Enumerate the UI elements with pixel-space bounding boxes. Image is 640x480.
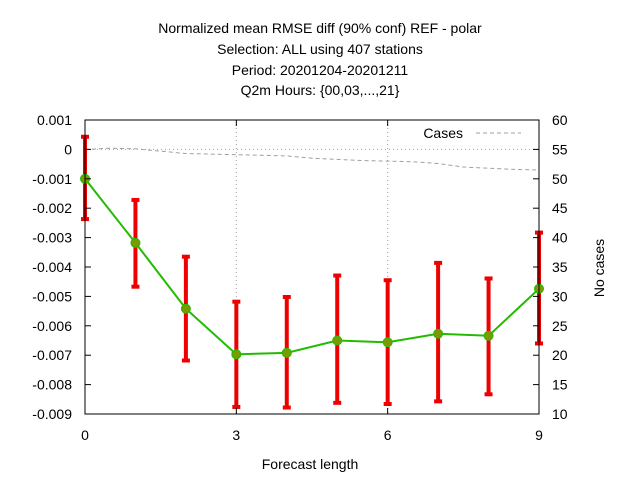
y2-tick-label: 30 [552,288,568,304]
data-point [483,330,494,341]
data-point [382,337,393,348]
chart-title-line-4: Q2m Hours: {00,03,...,21} [240,82,400,98]
cases-line [84,147,540,171]
y2-tick-label: 60 [552,112,568,128]
y-tick-label: -0.003 [32,230,72,246]
y-tick-label: -0.005 [32,288,72,304]
y-tick-label: -0.008 [32,377,72,393]
y-tick-label: -0.001 [32,171,72,187]
y2-tick-label: 35 [552,259,568,275]
y-tick-label: -0.007 [32,347,72,363]
y-tick-label: -0.006 [32,318,72,334]
y2-axis-title: No cases [591,239,607,297]
data-point [433,328,444,339]
x-axis-title: Forecast length [262,456,359,472]
y2-tick-label: 55 [552,141,568,157]
y2-tick-label: 10 [552,406,568,422]
legend: Cases [423,125,521,141]
axes-layer: 0.001 0 -0.001 -0.002 -0.003 -0.004 -0.005 -0.0… [32,112,567,443]
data-point [180,303,191,314]
y-tick-label: 0.001 [37,112,72,128]
chart-title-line-2: Selection: ALL using 407 stations [217,41,423,57]
data-point [130,237,141,248]
legend-label-cases: Cases [423,125,463,141]
y2-tick-label: 45 [552,200,568,216]
y2-tick-label: 50 [552,171,568,187]
y2-tick-label: 15 [552,377,568,393]
y-tick-label: -0.009 [32,406,72,422]
y2-tick-label: 20 [552,347,568,363]
chart-title-line-1: Normalized mean RMSE diff (90% conf) REF… [158,20,482,36]
data-layer [80,134,544,410]
data-point [332,335,343,346]
x-tick-label: 6 [384,427,392,443]
data-point [281,347,292,358]
cases-layer [84,147,540,171]
chart-title-line-3: Period: 20201204-20201211 [231,62,409,78]
y-tick-label: -0.002 [32,200,72,216]
x-tick-label: 0 [81,427,89,443]
y-tick-label: 0 [64,141,72,157]
x-tick-label: 3 [232,427,240,443]
x-tick-label: 9 [535,427,543,443]
data-point [231,349,242,360]
data-line [84,178,540,356]
y-tick-label: -0.004 [32,259,72,275]
y2-tick-label: 40 [552,230,568,246]
y2-tick-label: 25 [552,318,568,334]
